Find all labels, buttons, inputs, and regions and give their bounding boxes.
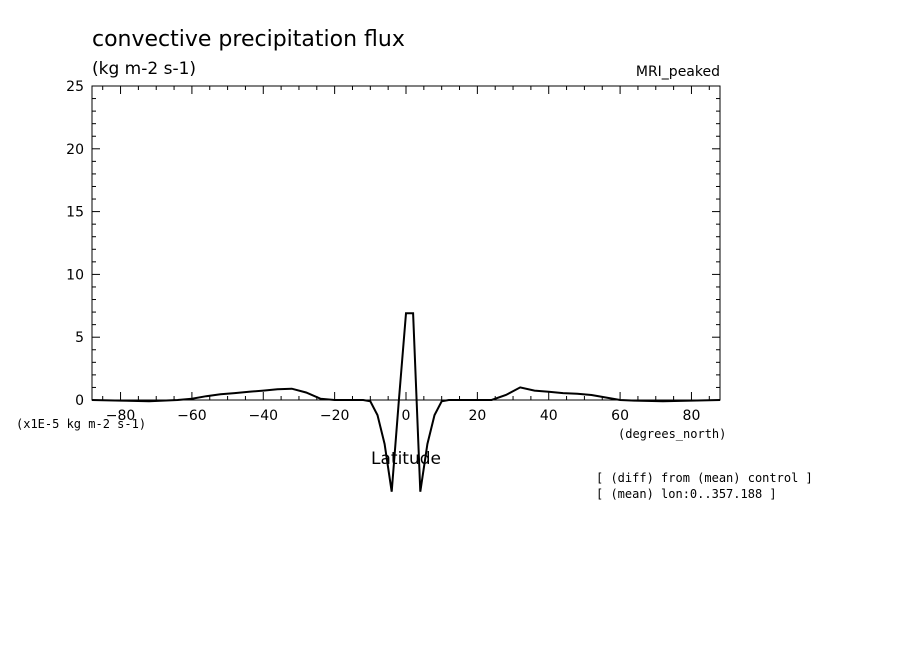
y-tick-label: 10: [66, 267, 84, 283]
x-tick-label: −40: [248, 408, 278, 424]
chart-title: convective precipitation flux: [92, 27, 405, 52]
note-diff: [ (diff) from (mean) control ]: [596, 471, 813, 485]
x-tick-label: 80: [683, 408, 701, 424]
note-mean-lon: [ (mean) lon:0..357.188 ]: [596, 487, 777, 501]
x-tick-label: −20: [320, 408, 350, 424]
x-tick-label: −60: [177, 408, 207, 424]
y-units-label: (x1E-5 kg m-2 s-1): [16, 417, 146, 431]
axis-ticks: [92, 85, 720, 401]
model-label: MRI_peaked: [636, 64, 720, 80]
x-tick-label: 20: [468, 408, 486, 424]
x-tick-label: 0: [402, 408, 411, 424]
plot-frame: [91, 85, 721, 401]
x-tick-label: 60: [611, 408, 629, 424]
x-tick-label: −80: [106, 408, 136, 424]
x-units-label: (degrees_north): [618, 427, 726, 441]
y-tick-label: 0: [75, 393, 84, 409]
chart-units: (kg m-2 s-1): [92, 59, 196, 79]
x-axis-label: Latitude: [371, 449, 441, 469]
y-tick-label: 25: [66, 79, 84, 95]
y-tick-label: 5: [75, 330, 84, 346]
tick-labels: −80 −60 −40 −20 0 20 40 60 80 0 5 10 15 20 25: [66, 79, 700, 424]
series-line: [91, 312, 721, 492]
y-tick-label: 15: [66, 205, 84, 221]
y-tick-label: 20: [66, 142, 84, 158]
x-tick-label: 40: [540, 408, 558, 424]
